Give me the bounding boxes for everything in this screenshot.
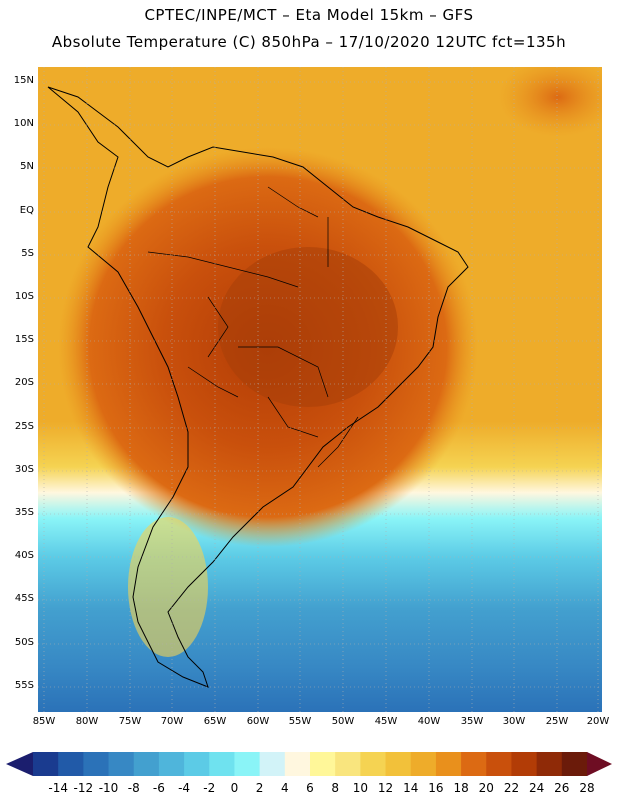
latitude-label: 5S [21,248,34,259]
colorbar-swatch [83,752,110,776]
colorbar-label: 18 [453,781,469,795]
longitude-label: 70W [160,716,184,727]
colorbar-label: -6 [152,781,165,795]
longitude-label: 60W [246,716,270,727]
colorbar-swatch [335,752,361,776]
latitude-label: 10N [13,118,34,129]
latitude-label: 20S [14,377,34,388]
colorbar-low-arrow [6,752,33,776]
longitude-label: 55W [288,716,312,727]
colorbar-swatch [385,752,412,776]
map-title: CPTEC/INPE/MCT – Eta Model 15km – GFS [144,6,474,24]
colorbar-swatch [536,752,563,776]
inner-borders [147,186,359,468]
latitude-label: 25S [14,421,34,432]
colorbar-label: 8 [331,781,339,795]
colorbar-high-arrow [587,752,612,776]
colorbar-swatch [360,752,387,776]
latitude-label: 30S [14,464,34,475]
cold-patch-patagonia [128,517,208,657]
colorbar [6,752,612,776]
colorbar-label: -10 [98,781,119,795]
longitude-label: 25W [545,716,569,727]
latitude-label: 50S [14,637,34,648]
latitude-label: 40S [14,550,34,561]
colorbar-label: 16 [428,781,444,795]
colorbar-swatch [209,752,235,776]
colorbar-label: -2 [203,781,216,795]
colorbar-label: 0 [230,781,239,795]
colorbar-label: 26 [554,781,570,795]
longitude-label: 65W [203,716,227,727]
colorbar-swatch [58,752,84,776]
latitude-label: 15N [13,75,34,86]
colorbar-label: 2 [255,781,264,795]
colorbar-swatch [310,752,336,776]
warm-core-north [498,67,602,137]
colorbar-label: -14 [48,781,68,795]
colorbar-label: 6 [306,781,314,795]
colorbar-label: 20 [478,781,494,795]
colorbar-label: 10 [352,781,368,795]
longitude-label: 35W [460,716,484,727]
colorbar-label: 24 [528,781,545,795]
longitude-label: 20W [586,716,610,727]
colorbar-swatch [511,752,538,776]
temperature-map [38,67,602,712]
colorbar-swatch [410,752,437,776]
longitude-label: 80W [75,716,99,727]
colorbar-swatch [284,752,311,776]
colorbar-swatch [33,752,59,776]
colorbar-label: -8 [127,781,140,795]
latitude-label: 15S [14,334,34,345]
colorbar-label: 4 [280,781,289,795]
colorbar-label: 22 [503,781,520,795]
continent-outline [47,86,469,688]
colorbar-label: 28 [579,781,595,795]
longitude-label: 75W [118,716,142,727]
longitude-label: 45W [374,716,398,727]
latitude-label: EQ [19,205,34,216]
latitude-label: 55S [14,680,34,691]
colorbar-swatch [259,752,286,776]
colorbar-swatch [561,752,588,776]
latitude-label: 45S [14,593,34,604]
longitude-label: 50W [331,716,355,727]
colorbar-label: -12 [73,781,94,795]
colorbar-swatch [108,752,135,776]
colorbar-label: 14 [403,781,419,795]
colorbar-swatch [184,752,210,776]
map-subtitle: Absolute Temperature (C) 850hPa – 17/10/… [51,33,567,51]
colorbar-label: 12 [377,781,394,795]
colorbar-swatch [133,752,160,776]
longitude-label: 85W [32,716,56,727]
colorbar-swatch [486,752,512,776]
colorbar-swatch [158,752,185,776]
colorbar-swatch [435,752,462,776]
colorbar-label: -4 [178,781,191,795]
warm-core-brazil [218,247,398,407]
latitude-label: 10S [14,291,34,302]
latitude-label: 5N [20,161,34,172]
latitude-label: 35S [14,507,34,518]
longitude-label: 40W [417,716,441,727]
longitude-label: 30W [502,716,526,727]
colorbar-swatch [234,752,261,776]
colorbar-swatch [461,752,487,776]
